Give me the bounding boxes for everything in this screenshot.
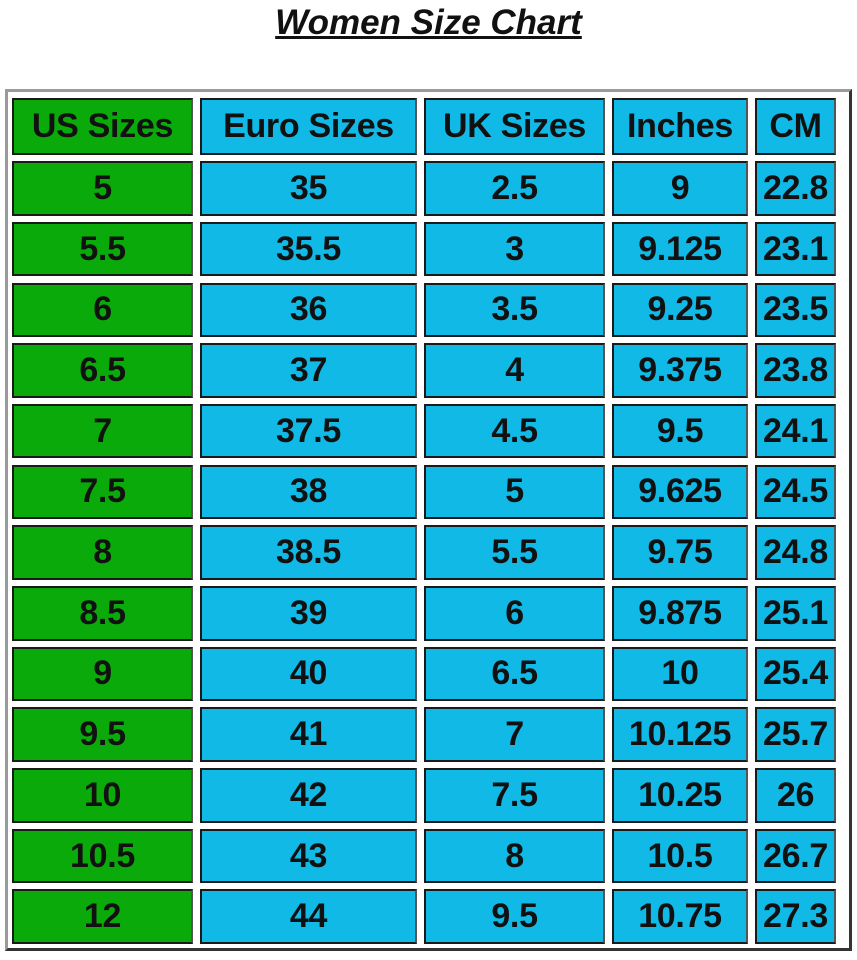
cell-us-size: 12 <box>12 889 193 944</box>
cell-inches: 9.25 <box>612 282 748 338</box>
cell-us-size: 5 <box>12 161 193 216</box>
cell-euro-size: 41 <box>200 707 417 762</box>
cell-cm: 25.1 <box>755 586 836 641</box>
cell-us-size: 7 <box>12 403 193 459</box>
cell-inches: 9.875 <box>612 586 748 641</box>
header-uk-size: UK Sizes <box>424 98 605 155</box>
cell-uk-size: 4.5 <box>424 403 605 459</box>
cell-inches: 9 <box>612 161 748 216</box>
size-table-frame: US Sizes Euro Sizes UK Sizes Inches CM 5 35 2.5… <box>5 89 852 951</box>
cell-euro-size: 42 <box>200 768 417 823</box>
header-cm: CM <box>755 98 836 155</box>
cell-uk-size: 7.5 <box>424 768 605 823</box>
cell-cm: 26.7 <box>755 828 836 884</box>
cell-us-size: 9.5 <box>12 707 193 762</box>
cell-inches: 9.5 <box>612 403 748 459</box>
cell-cm: 25.4 <box>755 646 836 702</box>
cell-us-size: 5.5 <box>12 221 193 277</box>
cell-euro-size: 37 <box>200 343 417 398</box>
cell-euro-size: 38.5 <box>200 525 417 580</box>
cell-inches: 10 <box>612 646 748 702</box>
cell-uk-size: 7 <box>424 707 605 762</box>
cell-cm: 24.8 <box>755 525 836 580</box>
cell-inches: 9.75 <box>612 525 748 580</box>
cell-inches: 10.5 <box>612 828 748 884</box>
header-us-size: US Sizes <box>12 98 193 155</box>
cell-us-size: 8.5 <box>12 586 193 641</box>
cell-inches: 10.75 <box>612 889 748 944</box>
header-inches: Inches <box>612 98 748 155</box>
cell-cm: 27.3 <box>755 889 836 944</box>
cell-euro-size: 35 <box>200 161 417 216</box>
cell-inches: 10.25 <box>612 768 748 823</box>
cell-uk-size: 3 <box>424 221 605 277</box>
cell-us-size: 6.5 <box>12 343 193 398</box>
cell-euro-size: 40 <box>200 646 417 702</box>
cell-inches: 9.625 <box>612 464 748 520</box>
cell-cm: 25.7 <box>755 707 836 762</box>
cell-inches: 9.375 <box>612 343 748 398</box>
cell-uk-size: 5.5 <box>424 525 605 580</box>
cell-uk-size: 5 <box>424 464 605 520</box>
size-table: US Sizes Euro Sizes UK Sizes Inches CM 5 35 2.5… <box>12 98 836 944</box>
header-euro-size: Euro Sizes <box>200 98 417 155</box>
cell-cm: 24.1 <box>755 403 836 459</box>
cell-euro-size: 35.5 <box>200 221 417 277</box>
cell-uk-size: 6 <box>424 586 605 641</box>
cell-us-size: 9 <box>12 646 193 702</box>
cell-cm: 23.8 <box>755 343 836 398</box>
cell-cm: 26 <box>755 768 836 823</box>
cell-uk-size: 6.5 <box>424 646 605 702</box>
cell-euro-size: 36 <box>200 282 417 338</box>
cell-us-size: 7.5 <box>12 464 193 520</box>
cell-uk-size: 3.5 <box>424 282 605 338</box>
chart-title: Women Size Chart <box>275 3 582 42</box>
cell-us-size: 10 <box>12 768 193 823</box>
cell-euro-size: 43 <box>200 828 417 884</box>
cell-uk-size: 9.5 <box>424 889 605 944</box>
cell-cm: 23.1 <box>755 221 836 277</box>
cell-cm: 22.8 <box>755 161 836 216</box>
cell-euro-size: 44 <box>200 889 417 944</box>
cell-inches: 10.125 <box>612 707 748 762</box>
cell-uk-size: 4 <box>424 343 605 398</box>
cell-euro-size: 39 <box>200 586 417 641</box>
cell-uk-size: 8 <box>424 828 605 884</box>
cell-cm: 23.5 <box>755 282 836 338</box>
cell-euro-size: 37.5 <box>200 403 417 459</box>
cell-us-size: 8 <box>12 525 193 580</box>
cell-euro-size: 38 <box>200 464 417 520</box>
cell-cm: 24.5 <box>755 464 836 520</box>
cell-uk-size: 2.5 <box>424 161 605 216</box>
cell-us-size: 6 <box>12 282 193 338</box>
cell-inches: 9.125 <box>612 221 748 277</box>
cell-us-size: 10.5 <box>12 828 193 884</box>
